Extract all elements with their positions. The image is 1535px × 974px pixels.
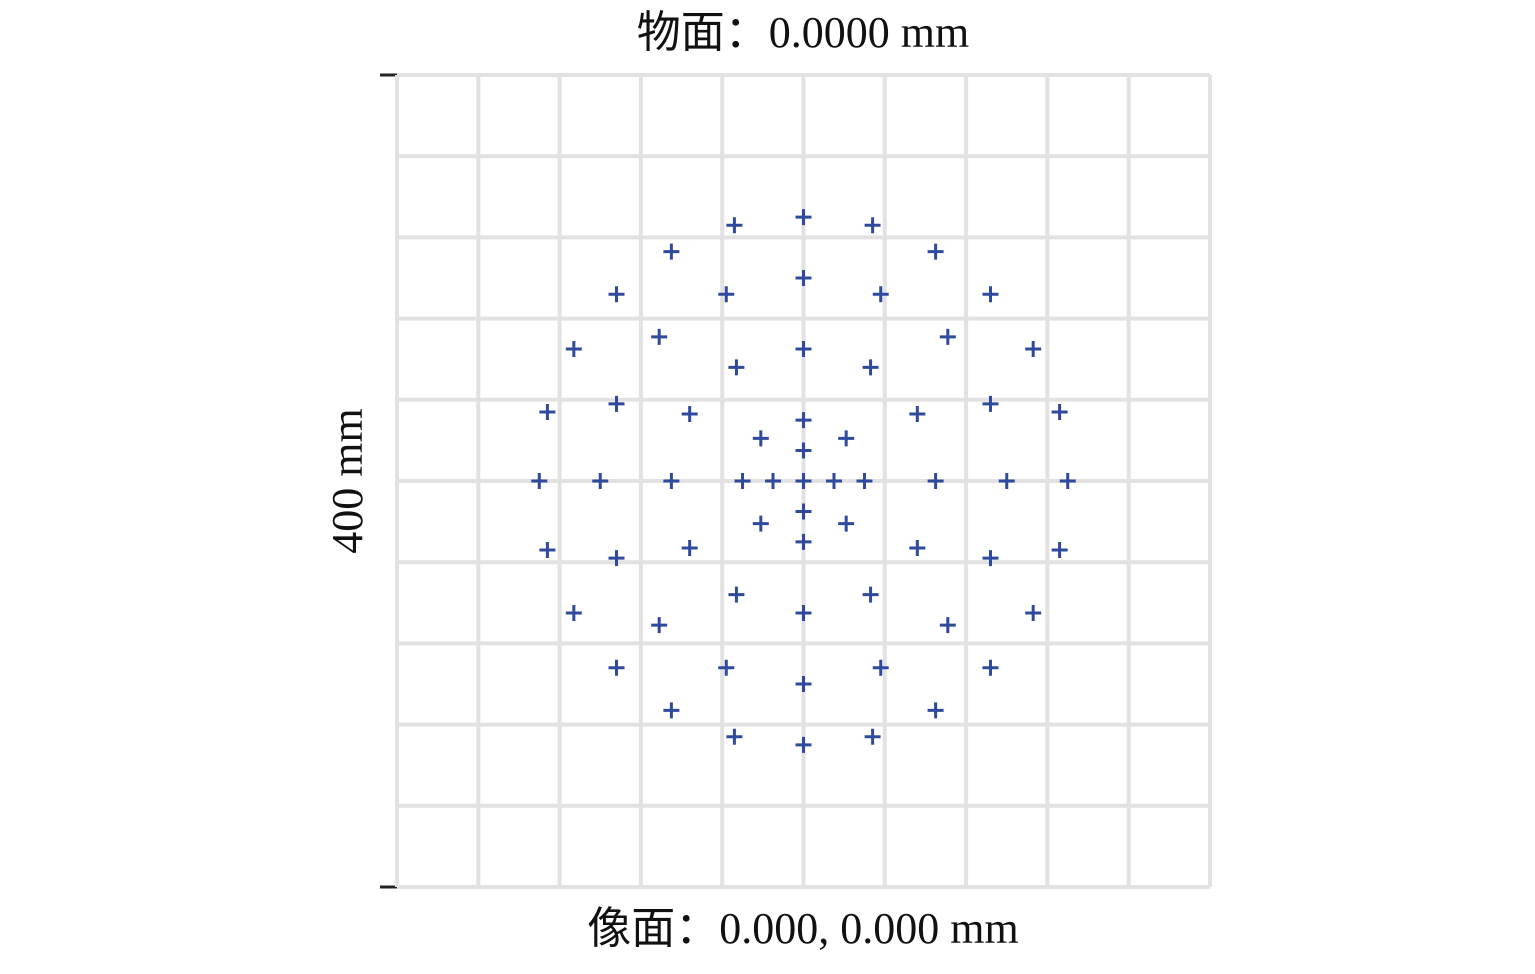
spot-point xyxy=(795,412,812,429)
spot-point xyxy=(872,659,889,676)
spot-point xyxy=(864,728,881,745)
spot-point xyxy=(608,550,625,567)
chart-title: 物面：0.0000 mm xyxy=(637,8,969,57)
spot-point xyxy=(1051,403,1068,420)
spot-point xyxy=(765,473,782,489)
spot-point xyxy=(565,604,582,621)
spot-point xyxy=(795,209,812,226)
spot-point xyxy=(795,503,812,520)
spot-point xyxy=(718,286,735,303)
spot-point xyxy=(982,395,999,412)
spot-point xyxy=(752,430,769,447)
spot-point xyxy=(998,473,1015,489)
spot-point xyxy=(608,286,625,303)
spot-point xyxy=(795,442,812,459)
spot-point xyxy=(651,328,668,345)
spot-point xyxy=(565,341,582,358)
spot-point xyxy=(795,270,812,286)
spot-point xyxy=(939,328,956,345)
spot-point xyxy=(681,539,698,556)
spot-point xyxy=(927,702,944,719)
spot-point xyxy=(909,539,926,556)
scale-label: 400 mm xyxy=(323,408,372,553)
spot-point xyxy=(608,395,625,412)
spot-point xyxy=(872,286,889,303)
spot-point xyxy=(1051,542,1068,559)
spot-point xyxy=(825,473,842,489)
spot-point xyxy=(663,473,680,489)
spot-point xyxy=(795,341,812,358)
spot-point xyxy=(681,406,698,423)
spot-point xyxy=(982,286,999,303)
spot-point xyxy=(728,586,745,603)
spot-point xyxy=(592,473,609,489)
spot-point xyxy=(795,676,812,692)
spot-point xyxy=(663,702,680,719)
spot-point xyxy=(1025,604,1042,621)
spot-point xyxy=(726,728,743,745)
spot-point xyxy=(838,430,855,447)
spot-point xyxy=(539,403,556,420)
spot-point xyxy=(856,473,873,489)
spot-point xyxy=(608,659,625,676)
x-axis-label: 像面：0.000, 0.000 mm xyxy=(587,904,1018,953)
spot-point xyxy=(531,473,548,489)
spot-point xyxy=(795,533,812,550)
spot-point xyxy=(726,217,743,234)
spot-point xyxy=(651,617,668,634)
spot-point xyxy=(862,586,879,603)
spot-point xyxy=(752,515,769,532)
spot-point xyxy=(718,659,735,676)
spot-point xyxy=(939,617,956,634)
spot-point xyxy=(982,550,999,567)
spot-point xyxy=(838,515,855,532)
spot-point xyxy=(795,736,812,753)
spot-point xyxy=(728,359,745,376)
spot-point xyxy=(862,359,879,376)
spot-point xyxy=(734,473,751,489)
spot-point xyxy=(539,542,556,559)
spot-point xyxy=(927,473,944,489)
spot-point xyxy=(1025,341,1042,358)
spot-point xyxy=(795,473,812,489)
spot-point xyxy=(1059,473,1076,489)
spot-point xyxy=(927,243,944,260)
spot-point xyxy=(663,243,680,260)
spot-point xyxy=(982,659,999,676)
spot-point xyxy=(795,604,812,621)
spot-point xyxy=(864,217,881,234)
spot-point xyxy=(909,406,926,423)
